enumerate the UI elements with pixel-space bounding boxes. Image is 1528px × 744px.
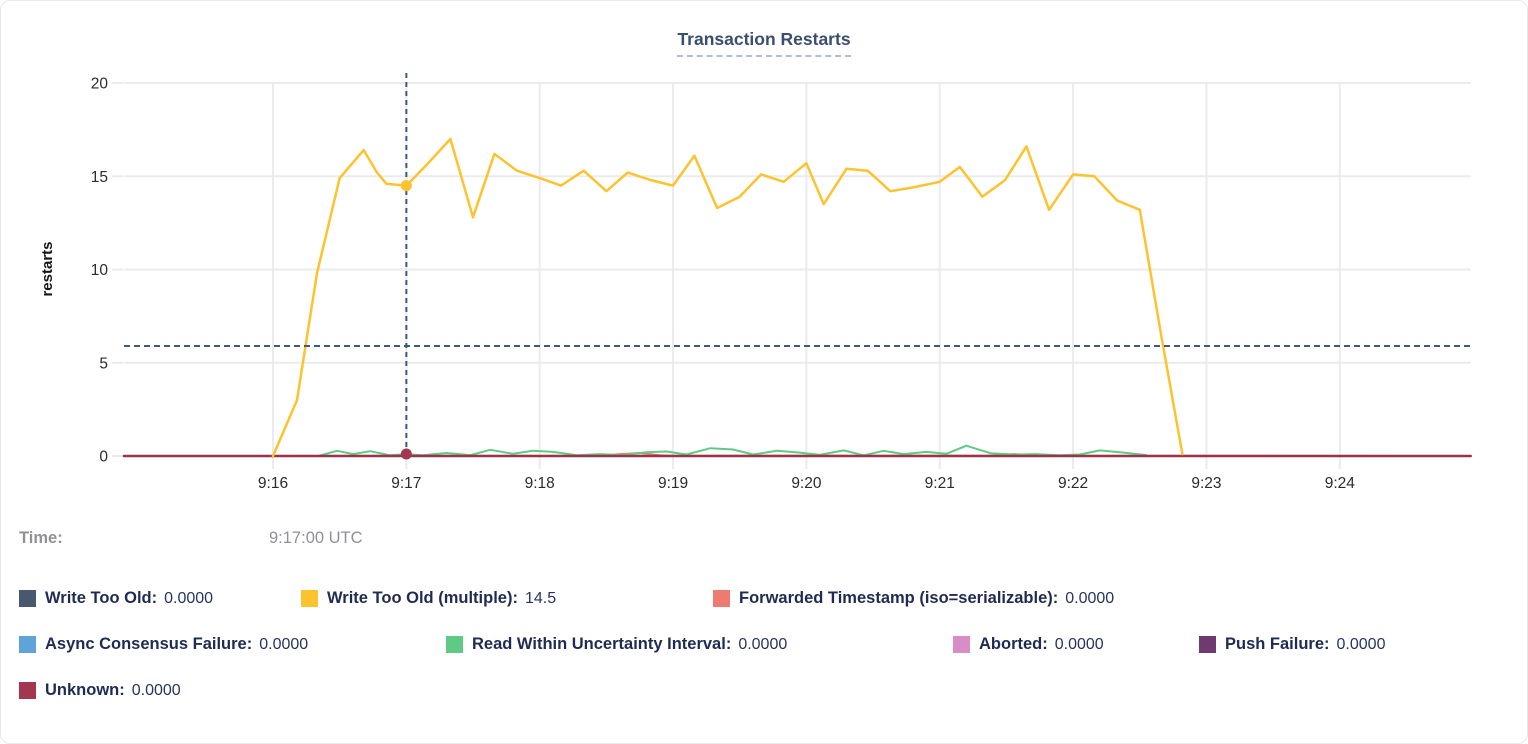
x-tick-label: 9:22 bbox=[1058, 475, 1088, 492]
legend-color-swatch bbox=[1199, 636, 1216, 653]
time-label: Time: bbox=[19, 529, 63, 547]
y-tick-label: 20 bbox=[91, 76, 109, 93]
legend-item-label: Aborted: bbox=[979, 635, 1048, 653]
legend-row-2: Async Consensus Failure: 0.0000 Read Wit… bbox=[1, 635, 1527, 661]
legend-item-value: 0.0000 bbox=[1054, 635, 1104, 653]
legend-row-3: Unknown: 0.0000 bbox=[1, 681, 1527, 707]
hover-dot-zero-series bbox=[400, 448, 412, 460]
x-tick-label: 9:18 bbox=[525, 475, 555, 492]
legend-item-push-failure[interactable]: Push Failure: 0.0000 bbox=[1199, 635, 1385, 654]
legend-item-label: Async Consensus Failure: bbox=[45, 635, 253, 653]
legend-color-swatch bbox=[446, 636, 463, 653]
x-tick-label: 9:21 bbox=[925, 475, 955, 492]
legend-item-label: Write Too Old: bbox=[45, 589, 158, 607]
legend-color-swatch bbox=[713, 590, 730, 607]
legend-item-read-within-uncertainty[interactable]: Read Within Uncertainty Interval: 0.0000 bbox=[446, 635, 787, 654]
legend-item-write-too-old[interactable]: Write Too Old: 0.0000 bbox=[19, 589, 213, 608]
chart-title-text[interactable]: Transaction Restarts bbox=[677, 29, 851, 57]
legend-color-swatch bbox=[301, 590, 318, 607]
time-value: 9:17:00 UTC bbox=[269, 529, 363, 547]
legend-color-swatch bbox=[19, 590, 36, 607]
tooltip-time-row: Time: 9:17:00 UTC bbox=[1, 529, 1527, 553]
x-tick-label: 9:24 bbox=[1325, 475, 1356, 492]
legend-item-value: 0.0000 bbox=[1336, 635, 1386, 653]
legend-color-swatch bbox=[953, 636, 970, 653]
y-tick-label: 15 bbox=[91, 169, 108, 186]
hover-dot-write-too-old-multiple bbox=[400, 180, 412, 192]
legend-item-label: Read Within Uncertainty Interval: bbox=[472, 635, 732, 653]
legend-item-label: Unknown: bbox=[45, 681, 125, 699]
y-tick-label: 10 bbox=[91, 262, 109, 279]
legend-item-value: 0.0000 bbox=[259, 635, 309, 653]
legend-item-label: Push Failure: bbox=[1225, 635, 1330, 653]
x-tick-label: 9:23 bbox=[1191, 475, 1221, 492]
legend-row-1: Write Too Old: 0.0000 Write Too Old (mul… bbox=[1, 589, 1527, 615]
legend-item-value: 0.0000 bbox=[1065, 589, 1115, 607]
transaction-restarts-chart[interactable]: 0 5 10 15 20 9:16 9:17 9:18 9:19 9:20 9:21 9:22 9:23… bbox=[1, 1, 1528, 506]
legend-item-value: 0.0000 bbox=[131, 681, 181, 699]
x-tick-label: 9:17 bbox=[391, 475, 421, 492]
series-line-read-within-uncertainty-interval bbox=[318, 444, 1148, 457]
y-tick-label: 0 bbox=[99, 449, 108, 466]
x-tick-label: 9:20 bbox=[791, 475, 822, 492]
legend-item-unknown[interactable]: Unknown: 0.0000 bbox=[19, 681, 181, 700]
legend-item-label: Write Too Old (multiple): bbox=[327, 589, 518, 607]
legend-item-write-too-old-multiple[interactable]: Write Too Old (multiple): 14.5 bbox=[301, 589, 556, 608]
legend-item-value: 0.0000 bbox=[164, 589, 214, 607]
y-tick-label: 5 bbox=[99, 355, 108, 372]
x-tick-label: 9:19 bbox=[658, 475, 688, 492]
x-tick-label: 9:16 bbox=[258, 475, 288, 492]
legend-item-async-consensus-failure[interactable]: Async Consensus Failure: 0.0000 bbox=[19, 635, 308, 654]
chart-title: Transaction Restarts bbox=[1, 29, 1527, 57]
legend-color-swatch bbox=[19, 636, 36, 653]
legend-item-value: 14.5 bbox=[524, 589, 557, 607]
legend-item-value: 0.0000 bbox=[738, 635, 788, 653]
legend-item-aborted[interactable]: Aborted: 0.0000 bbox=[953, 635, 1104, 654]
legend-item-label: Forwarded Timestamp (iso=serializable): bbox=[739, 589, 1059, 607]
legend-color-swatch bbox=[19, 682, 36, 699]
legend-item-forwarded-timestamp[interactable]: Forwarded Timestamp (iso=serializable): … bbox=[713, 589, 1114, 608]
